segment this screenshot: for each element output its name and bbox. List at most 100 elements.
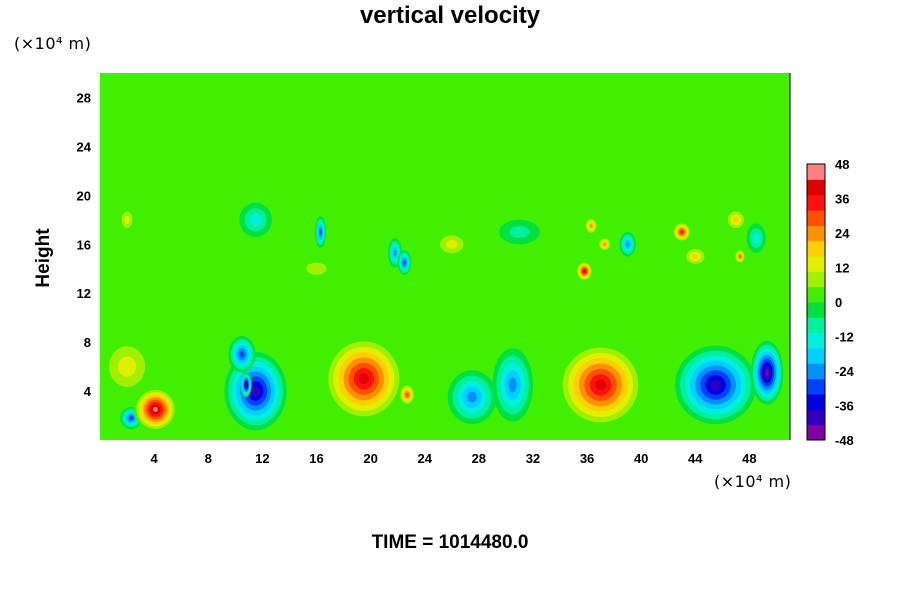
colorbar-swatch xyxy=(807,409,825,426)
x-axis-unit: (×10⁴ m) xyxy=(714,472,792,491)
x-tick-label: 28 xyxy=(472,451,486,466)
x-tick-label: 32 xyxy=(526,451,540,466)
contour-level xyxy=(393,249,397,256)
y-tick-label: 28 xyxy=(77,90,91,105)
colorbar-tick-label: -48 xyxy=(835,433,854,448)
y-tick-label: 24 xyxy=(77,139,92,154)
contour-feature xyxy=(746,223,766,253)
contour-feature xyxy=(228,336,256,373)
contour-level xyxy=(765,369,769,377)
contour-level xyxy=(509,225,530,239)
colorbar-border xyxy=(806,163,826,441)
colorbar-tick-label: -12 xyxy=(835,330,854,345)
contour-feature xyxy=(118,207,136,233)
y-tick-label: 12 xyxy=(77,286,91,301)
colorbar-swatch xyxy=(807,348,825,364)
contour-level xyxy=(405,392,409,397)
colorbar-tick-label: 48 xyxy=(835,157,849,172)
colorbar-swatch xyxy=(807,286,825,303)
contour-level xyxy=(153,406,158,412)
contour-feature xyxy=(397,250,412,275)
x-tick-label: 36 xyxy=(580,451,594,466)
colorbar-swatch xyxy=(807,378,825,395)
contour-feature xyxy=(597,236,612,252)
colorbar-swatch xyxy=(807,225,825,242)
contour-feature xyxy=(750,340,784,405)
contour-feature xyxy=(398,383,416,406)
contour-level xyxy=(739,255,741,258)
colorbar-swatch xyxy=(807,332,825,349)
contour-feature xyxy=(674,345,757,425)
contour-level xyxy=(595,379,606,391)
contour-level xyxy=(710,380,721,390)
contour-level xyxy=(124,215,130,224)
colorbar-swatch xyxy=(807,179,825,196)
x-tick-label: 8 xyxy=(205,451,212,466)
x-tick-label: 44 xyxy=(688,451,703,466)
x-tick-label: 12 xyxy=(255,451,269,466)
colorbar-swatch xyxy=(807,302,825,318)
colorbar-tick-label: 0 xyxy=(835,295,842,310)
contour-level xyxy=(603,242,606,246)
colorbar-tick-label: 12 xyxy=(835,261,849,276)
contour-feature xyxy=(557,342,644,428)
contour-level xyxy=(445,239,458,249)
contour-level xyxy=(583,269,586,273)
contour-level xyxy=(250,214,261,226)
contour-feature xyxy=(133,387,178,432)
colorbar-swatch xyxy=(807,194,825,211)
contour-level xyxy=(306,262,327,275)
contour-level xyxy=(692,254,699,259)
contour-feature xyxy=(296,256,337,281)
colorbar: 48 36 24 12 0 -12 -24 -36 -48 xyxy=(806,157,855,448)
contour-level xyxy=(733,217,739,223)
contour-level xyxy=(129,416,133,420)
x-tick-label: 16 xyxy=(309,451,323,466)
colorbar-tick-label: -36 xyxy=(835,399,854,414)
contour-level xyxy=(358,373,369,385)
colorbar-tick-label: 24 xyxy=(835,226,850,241)
contour-feature xyxy=(619,232,636,257)
contour-level xyxy=(508,377,517,393)
contour-feature xyxy=(584,217,598,235)
contour-level xyxy=(680,230,684,234)
contour-level xyxy=(239,351,245,358)
contour-feature xyxy=(239,202,272,237)
colorbar-swatch xyxy=(807,424,825,441)
colorbar-swatch xyxy=(807,164,825,180)
colorbar-swatch xyxy=(807,256,825,272)
y-tick-label: 16 xyxy=(77,237,91,252)
contour-feature xyxy=(323,336,405,422)
contour-level xyxy=(319,229,322,235)
heatmap-field xyxy=(100,202,784,432)
colorbar-tick-label: 36 xyxy=(835,192,849,207)
contour-level xyxy=(245,383,247,387)
contour-feature xyxy=(100,336,155,398)
x-tick-label: 24 xyxy=(417,451,432,466)
y-tick-label: 20 xyxy=(77,188,91,203)
contour-feature xyxy=(447,370,497,425)
colorbar-swatch xyxy=(807,317,825,334)
x-tick-label: 48 xyxy=(742,451,756,466)
contour-level xyxy=(118,356,137,377)
x-tick-label: 20 xyxy=(363,451,377,466)
contour-feature xyxy=(683,246,708,267)
contour-feature xyxy=(734,249,746,264)
contour-feature xyxy=(672,222,692,242)
y-tick-label: 8 xyxy=(84,335,91,350)
colorbar-swatch xyxy=(807,240,825,257)
contour-feature xyxy=(725,208,747,231)
time-label: TIME = 1014480.0 xyxy=(371,532,529,553)
contour-level xyxy=(251,386,260,396)
contour-level xyxy=(753,233,760,244)
contour-level xyxy=(403,260,406,265)
contour-feature xyxy=(434,230,470,258)
contour-level xyxy=(589,224,593,228)
x-tick-label: 40 xyxy=(634,451,648,466)
y-tick-label: 4 xyxy=(84,384,92,399)
colorbar-tick-label: -24 xyxy=(835,364,855,379)
chart-title: vertical velocity xyxy=(359,2,541,29)
colorbar-swatch xyxy=(807,210,825,226)
contour-feature xyxy=(576,261,593,281)
